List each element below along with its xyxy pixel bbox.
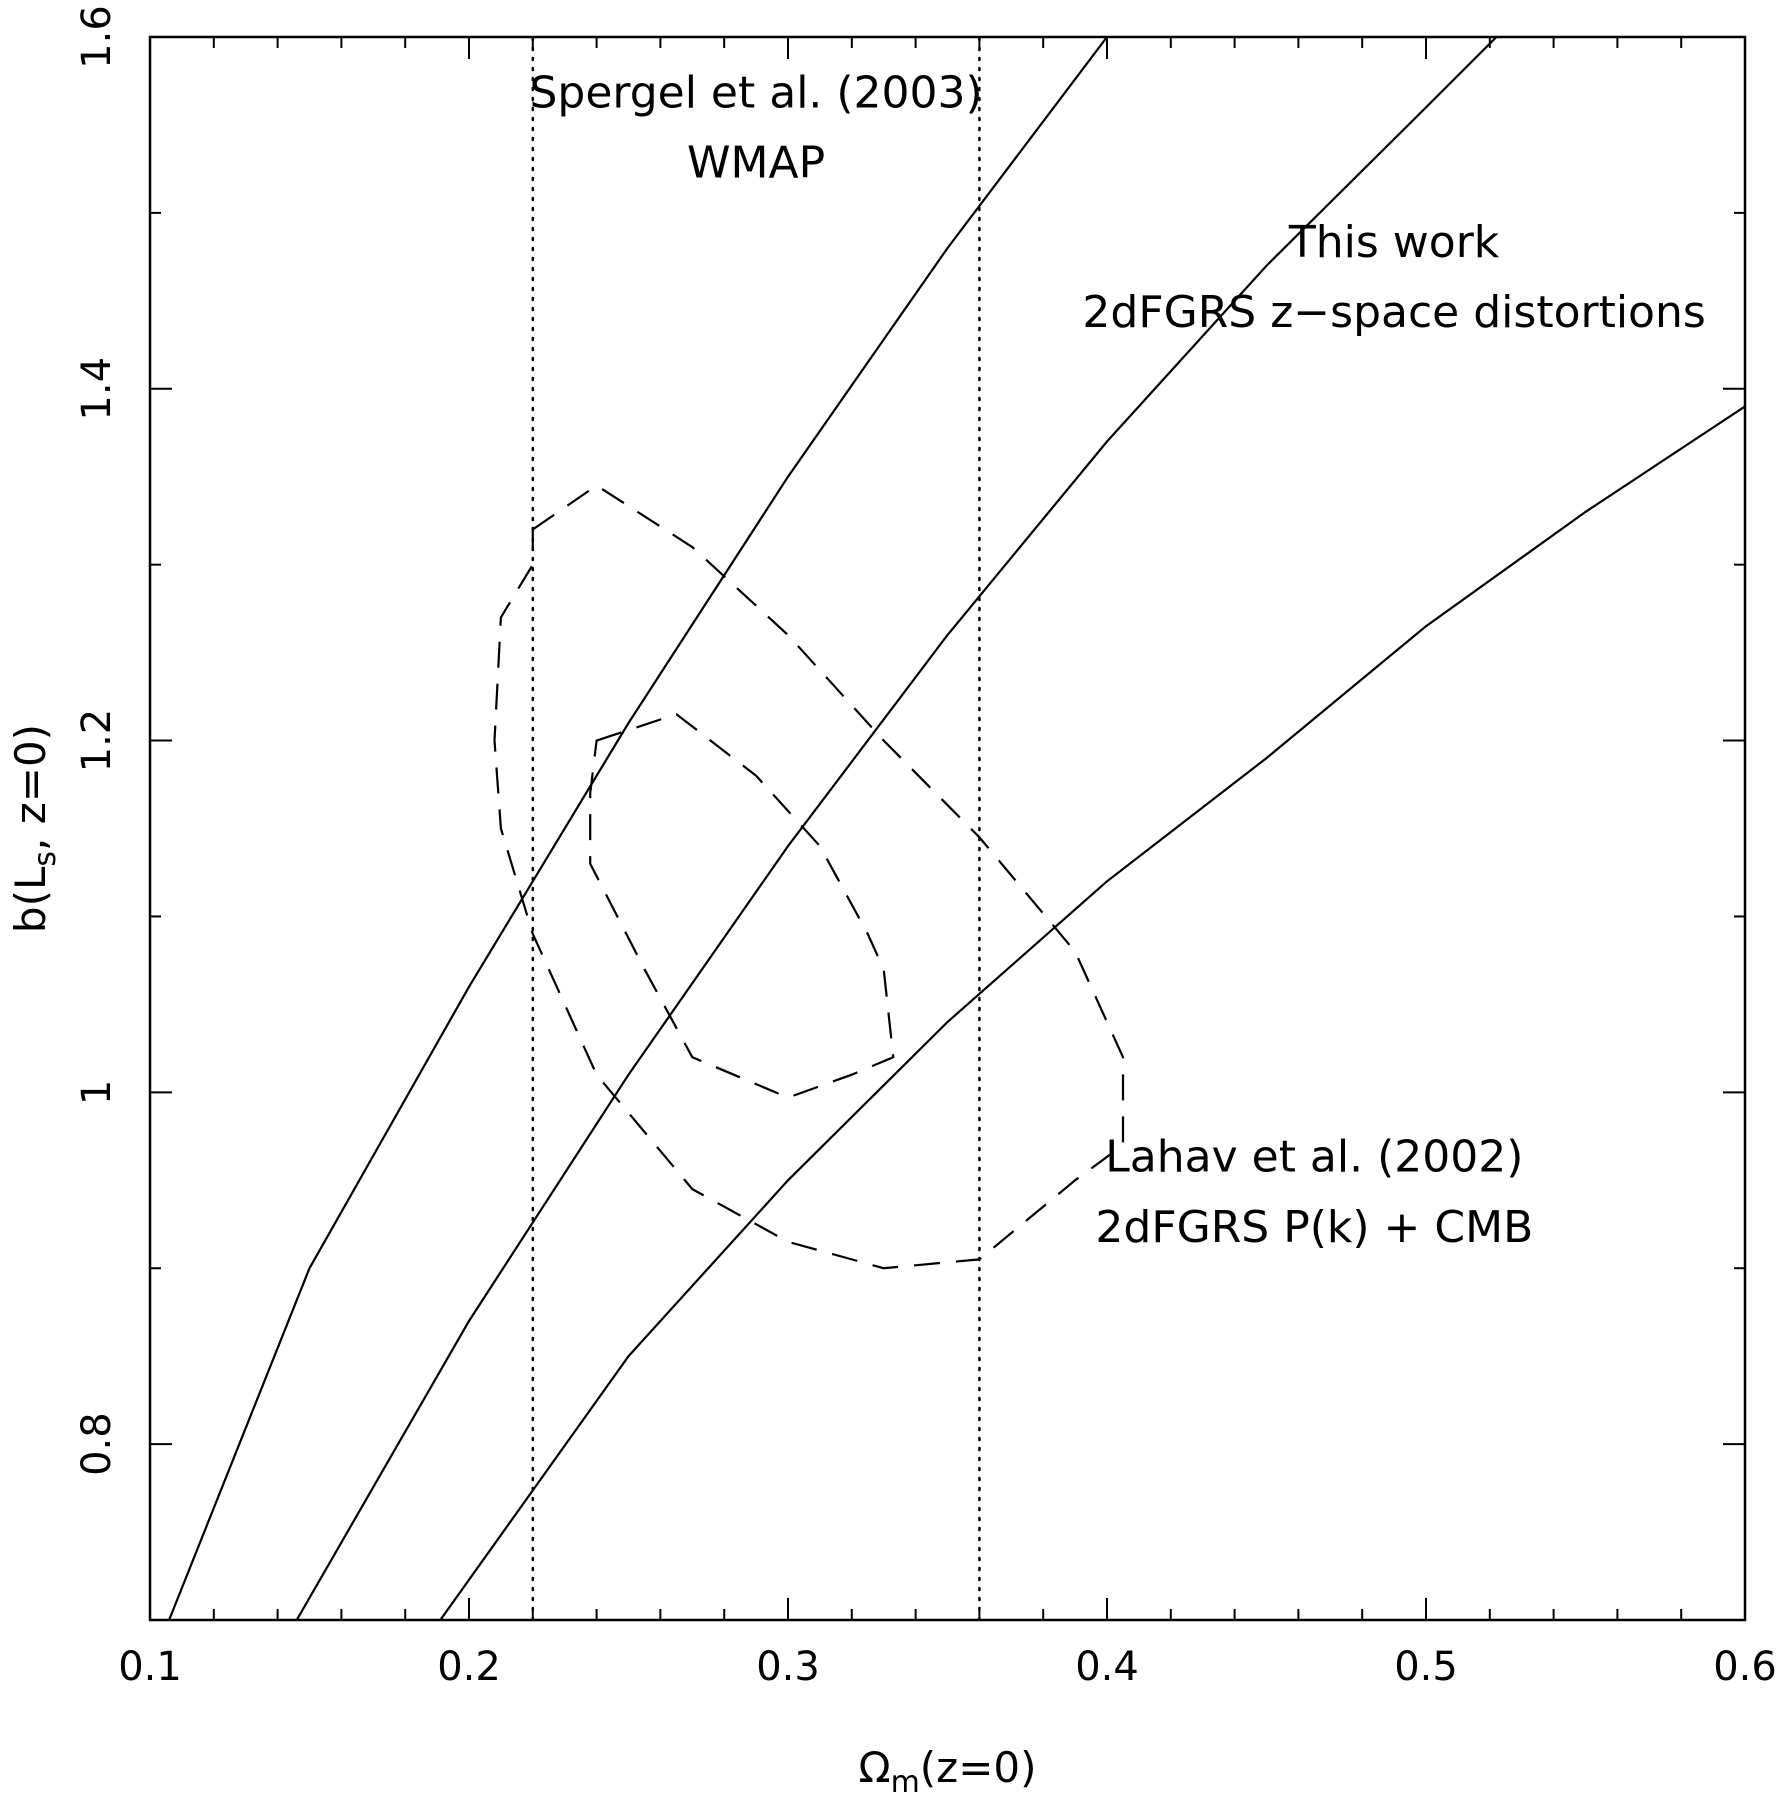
labels-layer: 0.1 0.2 0.3 0.4 0.5 0.6 0.8 1 1.2 1.4 1.6 xyxy=(74,5,1777,1690)
y-tick-label: 1 xyxy=(74,1080,120,1105)
y-tick-label: 1.4 xyxy=(74,357,120,421)
y-tick-label: 0.8 xyxy=(74,1412,120,1476)
annotation-2-line-0: Lahav et al. (2002) xyxy=(1105,1131,1523,1182)
series-dashed-5 xyxy=(493,484,1125,1270)
annotation-2-line-1: 2dFGRS P(k) + CMB xyxy=(1095,1202,1533,1253)
series-layer xyxy=(168,37,1745,1620)
annotation-0-line-0: Spergel et al. (2003) xyxy=(529,67,982,118)
series-solid-2 xyxy=(439,405,1745,1620)
x-axis-title: Ωm(z=0) xyxy=(858,1743,1036,1800)
series-dashed-6 xyxy=(589,712,895,1099)
x-tick-label: 0.4 xyxy=(1075,1644,1139,1690)
annotation-1-line-1: 2dFGRS z−space distortions xyxy=(1082,287,1705,338)
x-tick-label: 0.3 xyxy=(756,1644,820,1690)
series-solid-0 xyxy=(168,37,1109,1620)
x-tick-label: 0.1 xyxy=(118,1644,182,1690)
annotations-layer: Spergel et al. (2003) WMAP This work 2dFGRS… xyxy=(529,67,1705,1252)
annotation-0-line-1: WMAP xyxy=(687,138,825,189)
x-tick-label: 0.2 xyxy=(437,1644,501,1690)
annotation-1-line-0: This work xyxy=(1288,217,1500,268)
ticks-layer xyxy=(149,36,1746,1621)
plot-frame xyxy=(148,35,1747,1622)
y-axis-title: b(Ls, z=0) xyxy=(6,724,63,933)
series-solid-1 xyxy=(295,37,1498,1620)
x-tick-label: 0.6 xyxy=(1713,1644,1777,1690)
x-tick-label: 0.5 xyxy=(1394,1644,1458,1690)
y-tick-label: 1.2 xyxy=(74,709,120,773)
y-tick-label: 1.6 xyxy=(74,5,120,69)
